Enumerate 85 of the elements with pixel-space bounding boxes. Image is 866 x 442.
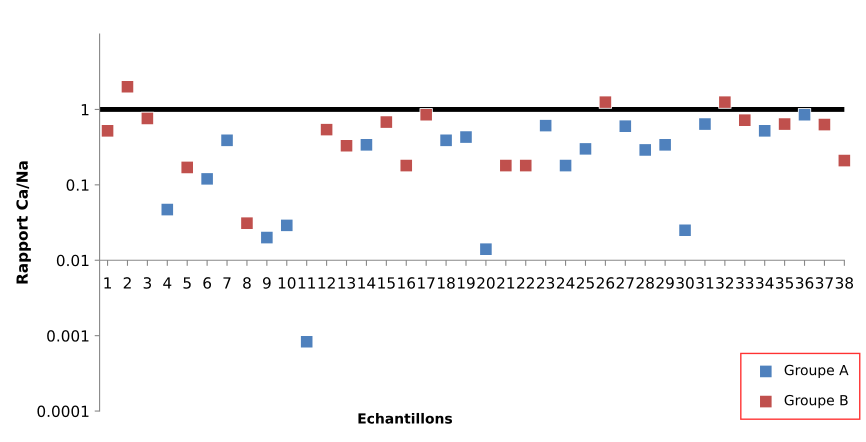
point <box>320 122 334 136</box>
point <box>539 118 552 132</box>
point <box>499 158 512 172</box>
x-tick-label: 15 <box>378 277 395 289</box>
x-tick-label: 35 <box>776 277 793 289</box>
x-tick-label: 21 <box>497 277 514 289</box>
x-tick-label: 7 <box>223 277 231 289</box>
x-tick-label: 8 <box>243 277 251 289</box>
x-tick-label: 29 <box>656 277 674 289</box>
point <box>658 138 672 152</box>
legend-label: Groupe A <box>784 364 848 378</box>
point <box>638 143 652 157</box>
point <box>758 124 772 138</box>
point <box>558 158 572 172</box>
point <box>598 96 612 109</box>
point <box>160 202 174 216</box>
x-tick-label: 17 <box>418 277 435 289</box>
x-tick-label: 4 <box>163 277 172 289</box>
point <box>678 224 692 237</box>
point <box>778 117 792 131</box>
x-tick-label: 22 <box>517 277 534 289</box>
x-tick-label: 36 <box>796 277 814 289</box>
x-tick-label: 10 <box>278 277 296 289</box>
x-tick-label: 18 <box>438 277 455 289</box>
x-tick-label: 31 <box>696 277 714 289</box>
point <box>180 160 194 174</box>
x-tick-label: 20 <box>477 277 495 289</box>
x-tick-label: 23 <box>537 277 554 289</box>
x-tick-label: 6 <box>203 277 212 289</box>
x-tick-label: 19 <box>458 277 475 289</box>
y-tick-label: 0.01 <box>56 254 88 266</box>
x-tick-label: 12 <box>318 277 335 289</box>
x-tick-label: 26 <box>596 277 614 289</box>
x-tick-label: 24 <box>556 277 574 289</box>
x-tick-label: 14 <box>358 277 376 289</box>
y-tick-label: 1 <box>82 104 88 116</box>
point <box>618 120 632 133</box>
point <box>738 114 752 127</box>
x-tick-label: 38 <box>836 277 854 289</box>
point <box>260 230 274 244</box>
x-tick-label: 32 <box>716 277 734 289</box>
y-tick-label: 0.0001 <box>37 406 88 418</box>
point <box>818 118 832 132</box>
x-tick-label: 1 <box>104 277 112 289</box>
point <box>140 112 154 126</box>
point <box>240 216 254 230</box>
point <box>200 172 214 186</box>
point <box>838 154 851 168</box>
point <box>439 134 453 147</box>
x-tick-label: 9 <box>262 277 271 289</box>
x-tick-label: 27 <box>616 277 634 289</box>
point <box>519 158 532 172</box>
x-tick-label: 11 <box>298 277 315 289</box>
point <box>100 124 114 138</box>
legend-label: Groupe B <box>784 394 848 408</box>
x-tick-label: 33 <box>736 277 754 289</box>
point <box>340 139 354 152</box>
y-tick-label: 0.001 <box>47 330 88 342</box>
y-tick-label: 0.1 <box>66 179 88 191</box>
point <box>459 130 473 144</box>
x-tick-label: 3 <box>144 277 152 289</box>
point <box>479 242 493 256</box>
point <box>698 117 712 131</box>
point <box>798 108 812 122</box>
point <box>220 134 234 147</box>
x-tick-label: 5 <box>184 277 191 289</box>
x-tick-label: 25 <box>576 277 594 289</box>
x-tick-label: 16 <box>398 277 416 289</box>
point <box>718 96 732 109</box>
point <box>300 335 314 348</box>
x-tick-label: 28 <box>636 277 654 289</box>
x-tick-label: 2 <box>124 277 131 289</box>
point <box>120 80 134 94</box>
x-tick-label: 34 <box>756 277 774 289</box>
y-axis-title: Rapport Ca/Na <box>16 161 31 284</box>
point <box>280 218 294 232</box>
x-axis-title: Echantillons <box>358 412 452 424</box>
point <box>420 108 433 122</box>
x-tick-label: 30 <box>676 277 694 289</box>
point <box>578 142 592 156</box>
x-tick-label: 13 <box>338 277 356 289</box>
x-tick-label: 37 <box>816 277 833 289</box>
point <box>380 115 393 129</box>
point <box>360 138 374 152</box>
point <box>400 158 413 172</box>
